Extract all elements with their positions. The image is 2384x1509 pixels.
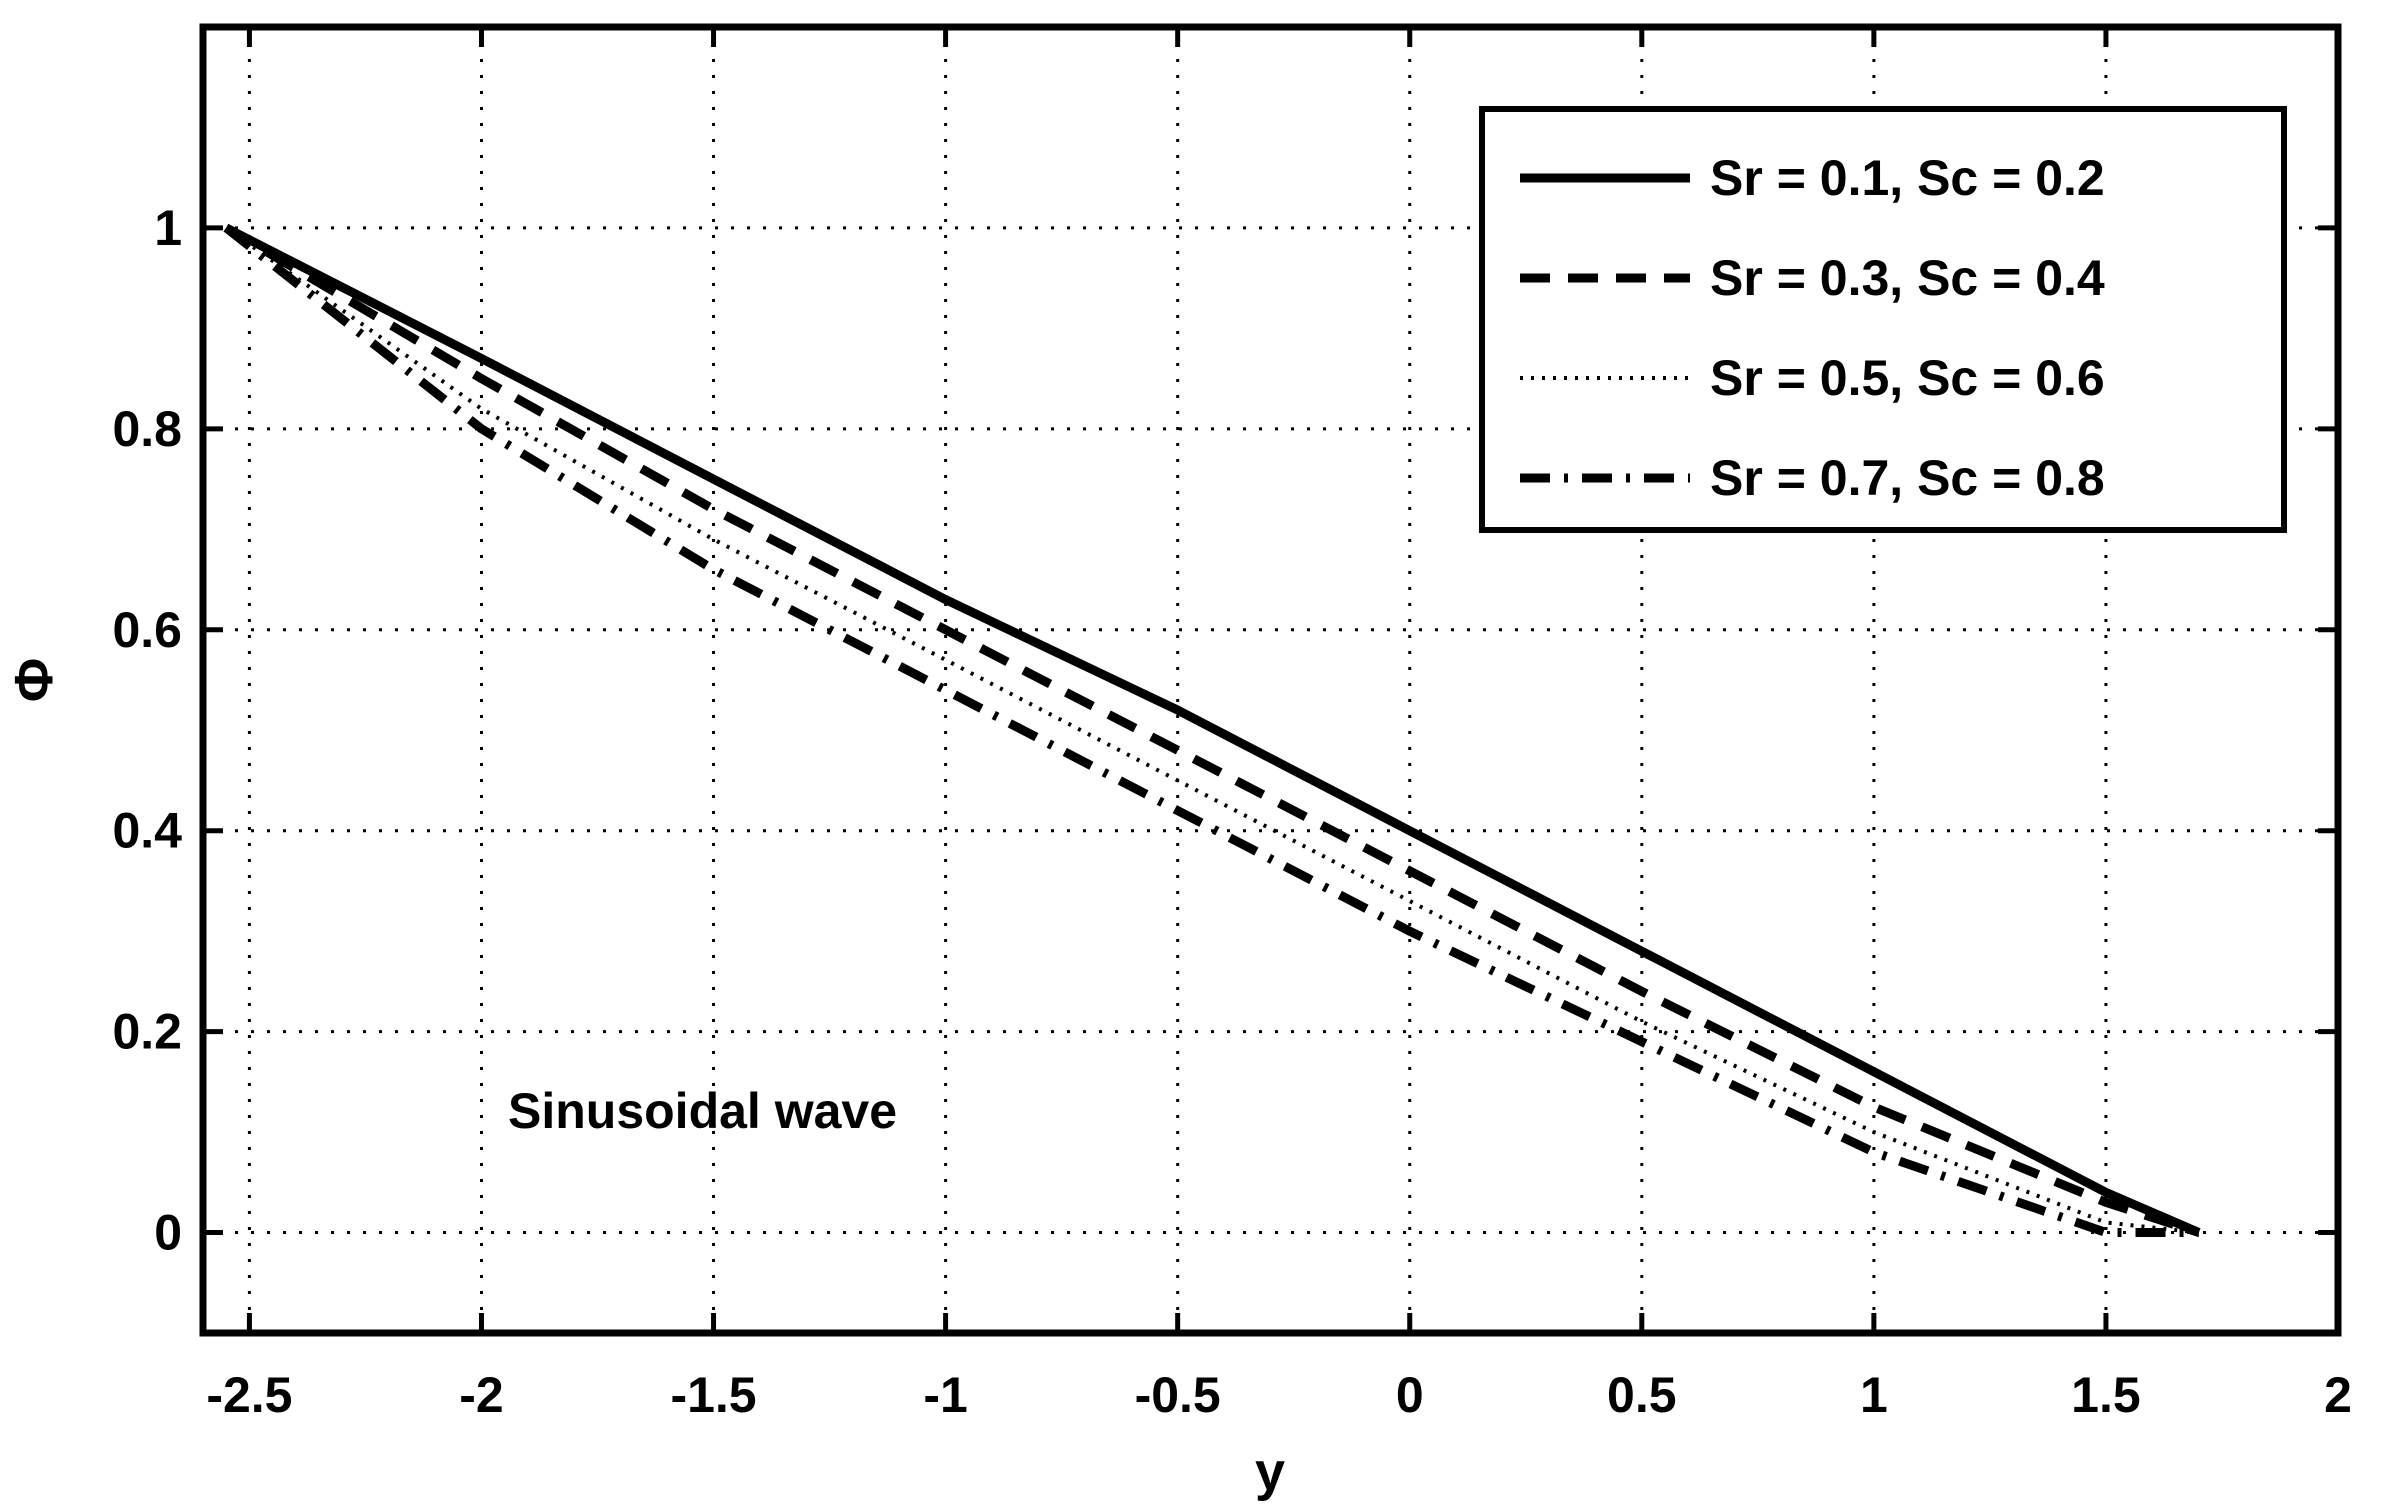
x-tick-label: -2 xyxy=(459,1367,503,1423)
x-axis-title: y xyxy=(1255,1442,1285,1502)
legend: Sr = 0.1, Sc = 0.2 Sr = 0.3, Sc = 0.4 Sr =… xyxy=(1479,106,2287,533)
series-line xyxy=(224,223,2201,1237)
y-tick-label: 0.8 xyxy=(112,401,182,457)
x-tick-label: 0 xyxy=(1396,1367,1424,1423)
series-line xyxy=(223,224,2199,1237)
legend-label: Sr = 0.1, Sc = 0.2 xyxy=(1710,150,2105,206)
series-lines xyxy=(223,223,2201,1237)
x-tick-label: -1 xyxy=(923,1367,967,1423)
x-tick-label: 2 xyxy=(2324,1367,2352,1423)
y-tick-label: 1 xyxy=(154,200,182,256)
y-tick-labels: 0 0.2 0.4 0.6 0.8 1 xyxy=(112,200,182,1261)
y-tick-label: 0.6 xyxy=(112,602,182,658)
legend-label: Sr = 0.3, Sc = 0.4 xyxy=(1710,250,2105,306)
x-tick-label: 1.5 xyxy=(2071,1367,2141,1423)
legend-label: Sr = 0.7, Sc = 0.8 xyxy=(1710,450,2105,506)
x-tick-label: 0.5 xyxy=(1607,1367,1677,1423)
x-tick-label: -0.5 xyxy=(1135,1367,1221,1423)
x-tick-label: -1.5 xyxy=(670,1367,756,1423)
x-tick-labels: -2.5 -2 -1.5 -1 -0.5 0 0.5 1 1.5 2 xyxy=(206,1367,2352,1423)
annotation-label: Sinusoidal wave xyxy=(508,1083,897,1139)
y-axis-title: Φ xyxy=(4,658,64,702)
x-tick-label: -2.5 xyxy=(206,1367,292,1423)
y-tick-label: 0.4 xyxy=(112,803,182,859)
y-tick-label: 0 xyxy=(154,1205,182,1261)
legend-label: Sr = 0.5, Sc = 0.6 xyxy=(1710,350,2105,406)
series-line xyxy=(225,226,2200,1235)
x-tick-label: 1 xyxy=(1860,1367,1888,1423)
plot-frame xyxy=(199,23,2342,1337)
y-tick-label: 0.2 xyxy=(112,1004,182,1060)
series-line xyxy=(223,224,2201,1237)
